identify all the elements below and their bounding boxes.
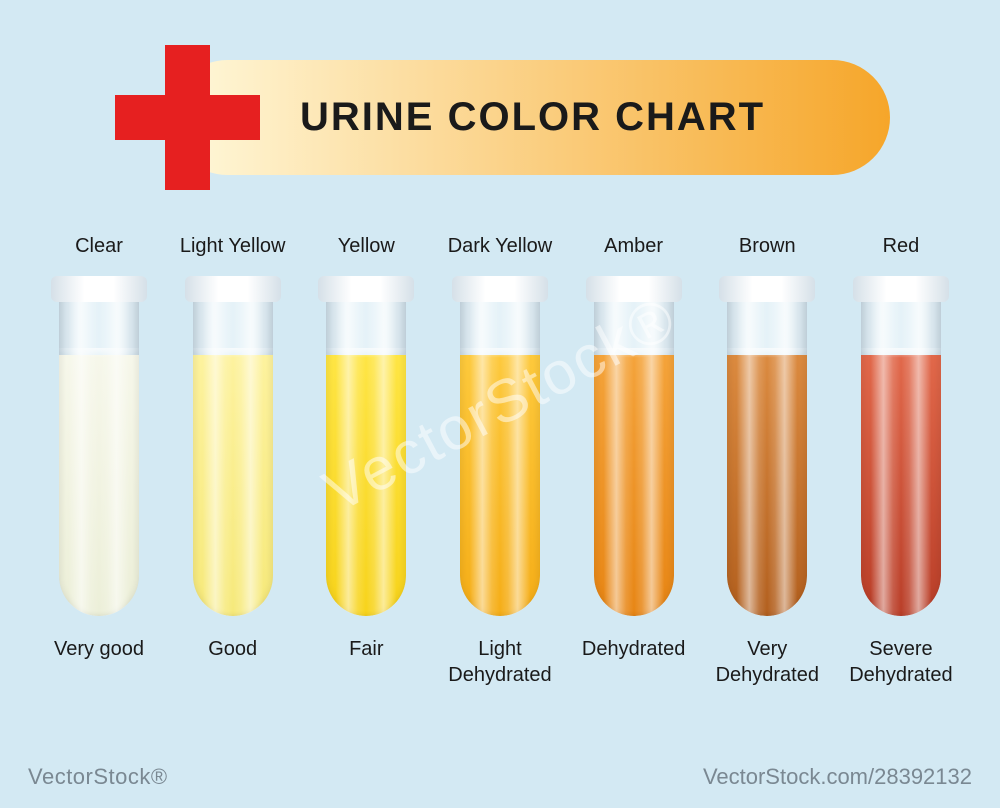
tube-body — [193, 298, 273, 616]
tube-column: Yellow Fair — [302, 235, 430, 688]
tube-column: Red SevereDehydrated — [837, 235, 965, 688]
watermark-right: VectorStock.com/28392132 — [703, 764, 972, 790]
test-tube — [719, 276, 815, 616]
chart-canvas: URINE COLOR CHART Clear Very good Light Ye… — [0, 0, 1000, 808]
test-tube — [318, 276, 414, 616]
tube-status-label: Fair — [349, 636, 383, 662]
tube-status-label: SevereDehydrated — [849, 636, 952, 688]
tube-cap — [586, 276, 682, 302]
test-tube — [185, 276, 281, 616]
tube-color-label: Brown — [739, 235, 796, 258]
tube-body — [326, 298, 406, 616]
tube-body — [861, 298, 941, 616]
tube-color-label: Light Yellow — [180, 235, 286, 258]
tube-cap — [185, 276, 281, 302]
test-tube — [452, 276, 548, 616]
medical-cross-icon — [115, 45, 260, 190]
tube-color-label: Yellow — [338, 235, 395, 258]
test-tube — [586, 276, 682, 616]
chart-title: URINE COLOR CHART — [300, 95, 765, 140]
tube-liquid — [460, 355, 540, 616]
tube-column: Clear Very good — [35, 235, 163, 688]
tube-body — [460, 298, 540, 616]
tube-body — [727, 298, 807, 616]
watermark-left: VectorStock® — [28, 764, 168, 790]
tube-liquid — [727, 355, 807, 616]
tube-cap — [853, 276, 949, 302]
tube-cap — [318, 276, 414, 302]
tube-liquid — [59, 355, 139, 616]
tube-liquid — [326, 355, 406, 616]
tube-color-label: Red — [883, 235, 920, 258]
tube-liquid — [193, 355, 273, 616]
tube-column: Light Yellow Good — [169, 235, 297, 688]
title-banner: URINE COLOR CHART — [170, 60, 890, 175]
tube-cap — [452, 276, 548, 302]
tube-color-label: Clear — [75, 235, 123, 258]
tube-column: Dark Yellow LightDehydrated — [436, 235, 564, 688]
tube-color-label: Amber — [604, 235, 663, 258]
tube-row: Clear Very good Light Yellow Good Yellow Fair… — [35, 235, 965, 688]
tube-liquid — [861, 355, 941, 616]
tube-column: Brown VeryDehydrated — [703, 235, 831, 688]
tube-status-label: Dehydrated — [582, 636, 685, 662]
tube-body — [59, 298, 139, 616]
tube-color-label: Dark Yellow — [448, 235, 553, 258]
tube-status-label: LightDehydrated — [448, 636, 551, 688]
tube-liquid — [594, 355, 674, 616]
tube-cap — [51, 276, 147, 302]
tube-cap — [719, 276, 815, 302]
tube-status-label: Good — [208, 636, 257, 662]
tube-body — [594, 298, 674, 616]
test-tube — [51, 276, 147, 616]
tube-column: Amber Dehydrated — [570, 235, 698, 688]
tube-status-label: VeryDehydrated — [716, 636, 819, 688]
test-tube — [853, 276, 949, 616]
tube-status-label: Very good — [54, 636, 144, 662]
